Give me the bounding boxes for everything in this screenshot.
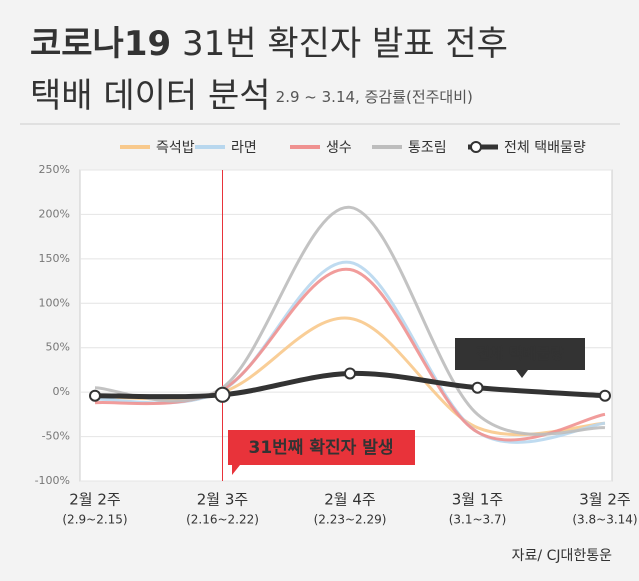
x-tick-sublabel: (2.9~2.15) [62, 513, 127, 527]
legend-label: 전체 택배물량 [504, 140, 586, 156]
title-part: 31번 확진자 발표 전후 [182, 24, 508, 64]
x-tick-label: 3월 1주 [452, 491, 503, 509]
x-tick-label: 2월 4주 [324, 491, 375, 509]
x-tick-label: 2월 3주 [197, 491, 248, 509]
x-tick-sublabel: (2.23~2.29) [314, 513, 387, 527]
title-part: 코로나19 [30, 24, 171, 64]
x-tick-label: 2월 2주 [69, 491, 120, 509]
y-tick-label: 50% [46, 341, 70, 354]
legend-label: 라면 [231, 140, 257, 156]
point [344, 367, 356, 380]
y-tick-label: 100% [39, 296, 70, 309]
x-tick-sublabel: (3.8~3.14) [572, 513, 637, 527]
annotation: 전체 택배물량 [476, 345, 564, 363]
source: 자료/ CJ대한통운 [512, 548, 612, 564]
title-part: 택배 데이터 분석 [30, 76, 271, 116]
subtitle: 2.9 ~ 3.14, 증감률(전주대비) [276, 88, 473, 106]
legend-marker [470, 141, 482, 153]
callout-box [455, 338, 585, 378]
y-tick-label: 150% [39, 252, 70, 265]
legend-label: 통조림 [408, 140, 447, 156]
point [89, 389, 101, 402]
chart-title: 코로나19 31번 확진자 발표 전후 [30, 24, 508, 64]
point [599, 389, 611, 402]
annotation: 31번째 확진자 발생 [249, 438, 394, 458]
y-tick-label: 250% [39, 163, 70, 176]
point [214, 386, 231, 403]
legend-label: 즉석밥 [156, 140, 195, 156]
legend-label: 생수 [326, 140, 352, 156]
y-tick-label: 200% [39, 207, 70, 220]
x-tick-sublabel: (2.16~2.22) [186, 513, 259, 527]
y-tick-label: -100% [35, 474, 70, 487]
x-tick-label: 3월 2주 [579, 491, 630, 509]
point [471, 381, 484, 394]
callout-box [228, 430, 415, 475]
x-tick-sublabel: (3.1~3.7) [449, 513, 507, 527]
chart-title: 택배 데이터 분석 2.9 ~ 3.14, 증감률(전주대비) [30, 76, 473, 116]
y-tick-label: 0% [53, 385, 70, 398]
y-tick-label: -50% [42, 430, 70, 443]
